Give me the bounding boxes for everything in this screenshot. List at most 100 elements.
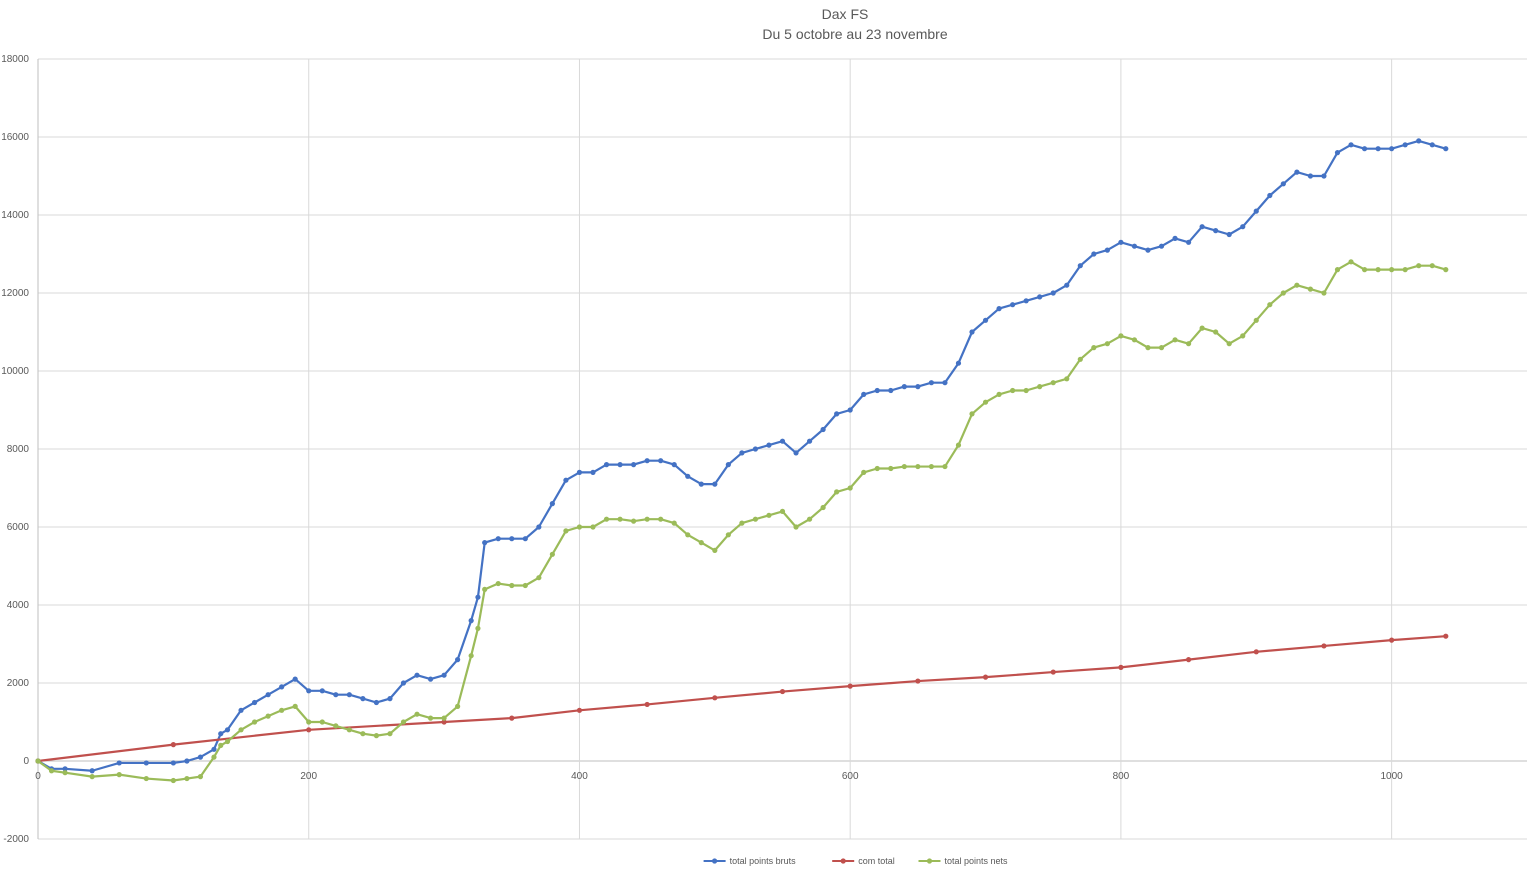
data-point [806, 438, 813, 444]
data-point [89, 774, 95, 780]
data-point [942, 463, 948, 470]
x-tick-label: 800 [1113, 771, 1130, 782]
data-point [475, 594, 481, 600]
data-point [62, 770, 68, 776]
data-point [576, 707, 583, 713]
data-point [806, 516, 813, 522]
data-point [1226, 231, 1232, 238]
data-point [1402, 267, 1408, 273]
data-point [590, 469, 596, 475]
data-point [495, 580, 501, 587]
chart-title: Dax FS [822, 6, 869, 22]
data-point [427, 715, 434, 721]
data-point [712, 695, 718, 701]
data-point [475, 625, 481, 632]
data-point [1443, 633, 1449, 639]
data-point [197, 754, 204, 760]
data-point [685, 532, 691, 538]
data-point [712, 547, 718, 554]
data-point [211, 754, 217, 760]
data-point [1118, 239, 1124, 245]
data-point [1280, 181, 1286, 187]
data-point [563, 528, 569, 534]
data-point [576, 524, 583, 530]
data-point [509, 582, 515, 589]
data-point [1185, 239, 1192, 245]
data-point [1321, 290, 1327, 296]
data-point [1172, 337, 1178, 343]
data-point [671, 520, 677, 526]
data-point [901, 463, 907, 470]
data-point [1213, 228, 1219, 234]
data-point [752, 446, 759, 452]
data-point [779, 438, 786, 444]
data-point [468, 618, 474, 624]
data-point [197, 774, 204, 780]
data-point [942, 380, 948, 386]
y-tick-label: 18000 [1, 54, 29, 65]
y-tick-label: 6000 [7, 522, 30, 533]
data-point [306, 719, 312, 725]
data-point [468, 653, 474, 659]
data-point [400, 719, 407, 725]
data-point [969, 329, 975, 335]
data-point [1389, 267, 1395, 273]
data-point [725, 532, 731, 538]
data-point [779, 508, 786, 514]
data-point [1064, 376, 1070, 382]
data-point [536, 524, 542, 530]
data-point [62, 766, 68, 772]
data-point [955, 442, 962, 448]
series-0 [35, 138, 1449, 774]
data-point [306, 688, 312, 694]
data-point [218, 742, 224, 749]
data-point [752, 516, 759, 522]
data-point [617, 462, 623, 468]
data-point [1158, 243, 1165, 249]
y-tick-label: 12000 [1, 288, 29, 299]
axis-tick-labels: -200002000400060008000100001200014000160… [1, 54, 1403, 845]
data-point [116, 760, 122, 766]
y-tick-label: 8000 [7, 444, 30, 455]
data-point [224, 727, 231, 733]
data-point [1280, 290, 1286, 296]
data-point [996, 306, 1002, 312]
data-point [834, 489, 840, 495]
data-point [1348, 142, 1354, 148]
data-point [549, 551, 555, 557]
x-tick-label: 0 [35, 771, 41, 782]
data-point [333, 692, 339, 698]
data-point [1429, 142, 1435, 148]
data-point [1050, 669, 1056, 675]
data-point [373, 733, 380, 739]
legend-swatch-marker [926, 858, 933, 864]
data-point [346, 692, 352, 698]
data-point [1240, 333, 1246, 339]
data-point [698, 481, 704, 487]
data-point [847, 407, 853, 413]
data-point [441, 715, 447, 721]
x-tick-label: 200 [300, 771, 317, 782]
data-point [847, 485, 853, 491]
data-point [89, 768, 95, 774]
data-point [1253, 317, 1259, 323]
legend-item: total points bruts [703, 856, 796, 866]
data-point [861, 469, 867, 475]
data-point [928, 380, 935, 386]
data-point [549, 501, 555, 507]
data-point [1145, 345, 1151, 351]
data-point [1361, 267, 1368, 273]
data-point [360, 731, 366, 737]
data-point [915, 384, 921, 390]
data-point [1226, 341, 1232, 347]
x-tick-label: 600 [842, 771, 859, 782]
data-point [969, 411, 975, 417]
data-point [1158, 345, 1165, 351]
data-point [427, 676, 434, 682]
data-point [387, 731, 393, 737]
data-point [766, 442, 772, 448]
data-point [603, 462, 610, 468]
data-point [644, 458, 650, 464]
data-point [1118, 664, 1124, 671]
data-point [576, 469, 583, 475]
